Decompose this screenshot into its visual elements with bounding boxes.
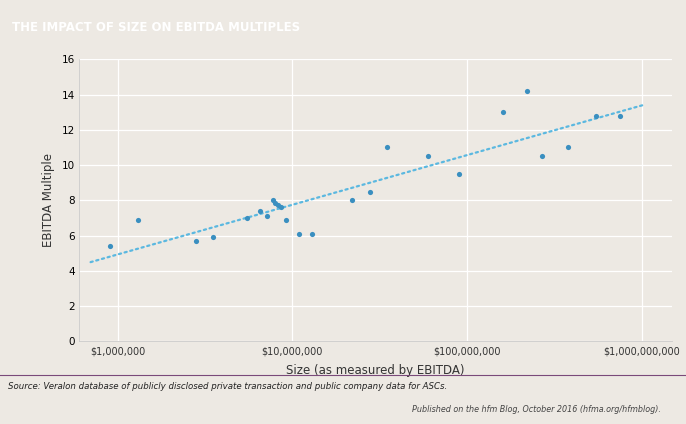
Point (453, 170, 464, 177)
Point (281, 216, 292, 223)
Point (382, 144, 393, 151)
Point (307, 230, 318, 237)
Point (268, 197, 279, 204)
Point (591, 112, 602, 119)
Point (521, 88, 532, 95)
Point (365, 188, 376, 195)
Point (132, 216, 143, 223)
Point (207, 234, 218, 241)
Text: THE IMPACT OF SIZE ON EBITDA MULTIPLES: THE IMPACT OF SIZE ON EBITDA MULTIPLES (12, 21, 300, 34)
Point (270, 200, 281, 206)
Text: Published on the hfm Blog, October 2016 (hfma.org/hfmblog).: Published on the hfm Blog, October 2016 … (412, 405, 661, 414)
Point (294, 230, 305, 237)
Point (262, 213, 273, 220)
Point (423, 153, 434, 160)
Point (254, 207, 265, 214)
Text: Source: Veralon database of publicly disclosed private transaction and public co: Source: Veralon database of publicly dis… (8, 382, 447, 391)
Point (536, 153, 547, 160)
Point (190, 237, 201, 244)
Point (104, 243, 115, 250)
Point (346, 197, 357, 204)
Y-axis label: EBITDA Multiple: EBITDA Multiple (42, 153, 54, 247)
Point (563, 144, 573, 151)
Point (241, 215, 252, 221)
Point (614, 112, 625, 119)
Point (497, 109, 508, 116)
X-axis label: Size (as measured by EBITDA): Size (as measured by EBITDA) (286, 364, 465, 377)
Point (275, 203, 286, 210)
Point (272, 201, 283, 208)
